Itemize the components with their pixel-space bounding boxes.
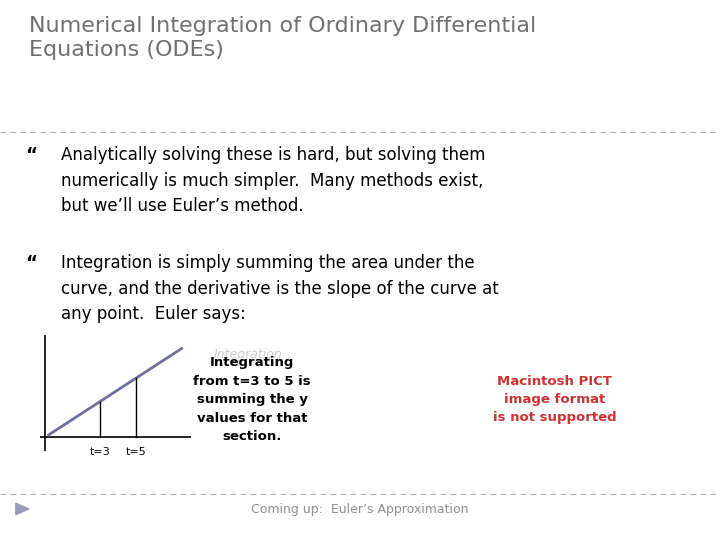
Text: Macintosh PICT
image format
is not supported: Macintosh PICT image format is not suppo…	[492, 375, 616, 424]
Text: Integration is simply summing the area under the
curve, and the derivative is th: Integration is simply summing the area u…	[61, 254, 499, 323]
Polygon shape	[16, 503, 29, 515]
Text: Numerical Integration of Ordinary Differential
Equations (ODEs): Numerical Integration of Ordinary Differ…	[29, 16, 536, 60]
Text: Analytically solving these is hard, but solving them
numerically is much simpler: Analytically solving these is hard, but …	[61, 146, 486, 215]
Text: Coming up:  Euler’s Approximation: Coming up: Euler’s Approximation	[251, 503, 469, 516]
Text: Integrating
from t=3 to 5 is
summing the y
values for that
section.: Integrating from t=3 to 5 is summing the…	[193, 356, 311, 443]
Text: “: “	[25, 146, 37, 164]
Text: t=5: t=5	[126, 448, 147, 457]
Text: Integration: Integration	[214, 348, 283, 361]
Text: t=3: t=3	[89, 448, 110, 457]
Text: “: “	[25, 254, 37, 272]
